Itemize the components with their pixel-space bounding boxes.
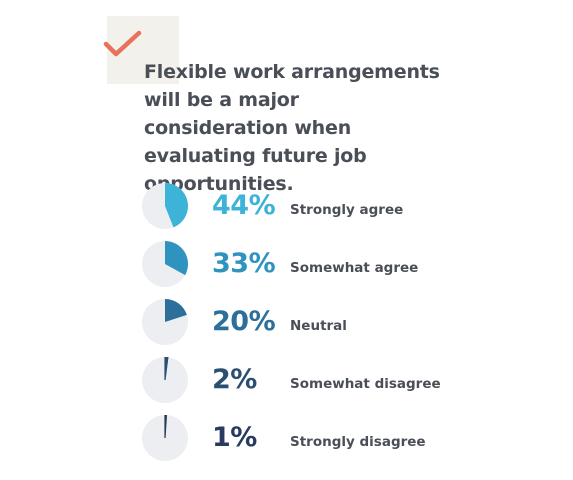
percent-value: 33% [212, 248, 276, 279]
pie-slice [165, 241, 188, 276]
pie-slice [165, 299, 187, 322]
checkmark-icon [103, 30, 142, 57]
response-label: Strongly disagree [290, 434, 426, 450]
response-label: Strongly agree [290, 202, 404, 218]
chart-title: Flexible work arrangements will be a maj… [144, 61, 440, 195]
percent-value: 1% [212, 422, 257, 453]
pie-chart [142, 415, 188, 461]
checkmark-badge [103, 16, 179, 84]
pie-chart [142, 183, 188, 229]
pie-chart [142, 357, 188, 403]
pie-slice [164, 415, 168, 439]
pie-chart [142, 299, 188, 345]
pie-slice [165, 183, 188, 228]
response-label: Somewhat agree [290, 260, 419, 276]
response-label: Neutral [290, 318, 347, 334]
percent-value: 44% [212, 190, 276, 221]
percent-value: 2% [212, 364, 257, 395]
percent-value: 20% [212, 306, 276, 337]
pie-slice [164, 357, 169, 381]
pie-chart [142, 241, 188, 287]
response-label: Somewhat disagree [290, 376, 441, 392]
